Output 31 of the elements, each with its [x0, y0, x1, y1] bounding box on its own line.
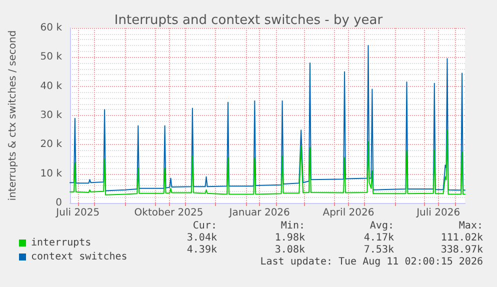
- x-tick-label: Juli 2026: [416, 208, 460, 218]
- y-tick-label: 50 k: [40, 52, 62, 63]
- x-tick-label: Juli 2025: [55, 208, 100, 218]
- x-tick-label: Oktober 2025: [134, 208, 204, 218]
- text: Last update: Tue Aug 11 02:00:15 2026: [260, 256, 483, 268]
- text: 1.98k: [274, 232, 305, 244]
- text: 3.04k: [186, 232, 217, 244]
- text: 111.02k: [440, 232, 483, 244]
- legend-label: context switches: [31, 252, 128, 262]
- chart-title: Interrupts and context switches - by year: [114, 13, 384, 28]
- text: 338.97k: [440, 244, 483, 256]
- y-tick-label: 40 k: [40, 80, 62, 92]
- text: Cur:: [192, 220, 217, 232]
- text: Min:: [280, 220, 305, 232]
- y-tick-label: 20 k: [40, 139, 62, 150]
- text: 4.17k: [364, 232, 394, 244]
- line-series: [70, 130, 466, 196]
- legend-label: interrupts: [31, 238, 92, 248]
- text: 3.08k: [274, 244, 305, 256]
- text: Max:: [458, 220, 483, 232]
- line-series: [70, 45, 466, 192]
- text: Avg:: [370, 220, 394, 232]
- y-tick-label: 30 k: [40, 110, 62, 121]
- text: 7.53k: [364, 244, 394, 256]
- x-tick-label: April 2026: [322, 208, 374, 218]
- y-tick-label: 60 k: [40, 22, 62, 34]
- text: 4.39k: [186, 244, 217, 256]
- y-axis-title: interrupts & ctx switches / second: [8, 30, 18, 201]
- y-tick-label: 0: [56, 198, 62, 208]
- y-tick-label: 10 k: [40, 168, 62, 180]
- x-tick-label: Januar 2026: [228, 208, 290, 218]
